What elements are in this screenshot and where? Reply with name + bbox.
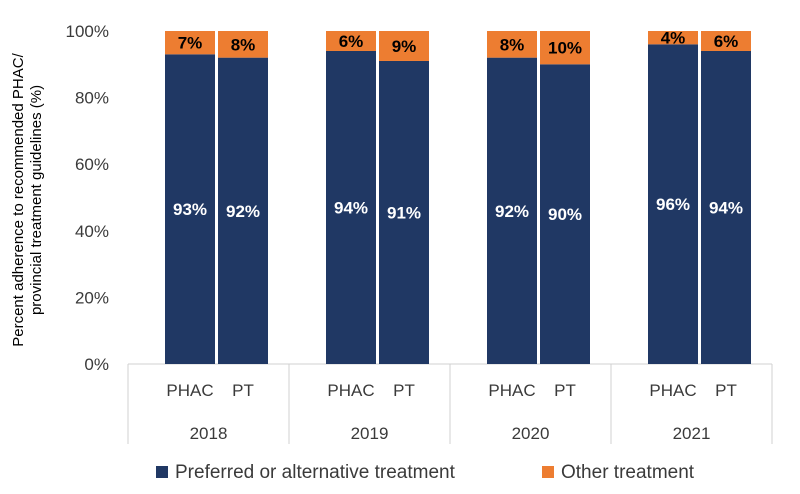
bar-data-label: 91% bbox=[387, 203, 421, 222]
y-tick-label: 20% bbox=[75, 288, 109, 307]
legend-label: Preferred or alternative treatment bbox=[175, 462, 456, 483]
y-tick-label: 0% bbox=[84, 355, 109, 374]
x-category-label: PHAC bbox=[327, 381, 374, 400]
bar-segment-other bbox=[540, 31, 590, 65]
bar-segment-other bbox=[379, 31, 429, 61]
legend-swatch bbox=[542, 466, 554, 478]
bar-data-label: 93% bbox=[173, 200, 207, 219]
bar-segment-preferred bbox=[701, 50, 751, 364]
y-axis-title: Percent adherence to recommended PHAC/pr… bbox=[10, 52, 45, 346]
x-category-label: PHAC bbox=[166, 381, 213, 400]
bar-segment-other bbox=[487, 31, 537, 58]
x-category-label: PHAC bbox=[649, 381, 696, 400]
y-tick-label: 40% bbox=[75, 222, 109, 241]
x-group-label: 2019 bbox=[351, 424, 389, 443]
x-group-label: 2021 bbox=[673, 424, 711, 443]
bar-data-label: 7% bbox=[178, 34, 203, 53]
legend-label: Other treatment bbox=[561, 462, 695, 483]
bar-data-label: 8% bbox=[500, 35, 525, 54]
bar-segment-preferred bbox=[165, 54, 215, 365]
bar-segment-other bbox=[648, 31, 698, 45]
bar-data-label: 96% bbox=[656, 195, 690, 214]
legend: Preferred or alternative treatment Other … bbox=[156, 462, 695, 483]
x-category-label: PT bbox=[232, 381, 254, 400]
bar-segment-preferred bbox=[326, 50, 376, 364]
x-axis-labels: PHAC PT 2018 PHAC PT 2019 PHAC PT 2020 PHAC PT 2021 bbox=[166, 381, 736, 443]
bar-data-label: 94% bbox=[709, 198, 743, 217]
bar-segment-other bbox=[218, 31, 268, 58]
bar-segment-preferred bbox=[648, 44, 698, 364]
y-axis-title-line: Percent adherence to recommended PHAC/ bbox=[10, 52, 27, 346]
y-axis-title-text: Percent adherence to recommended PHAC/pr… bbox=[10, 52, 45, 346]
bar-segment-other bbox=[701, 31, 751, 51]
bar-segment-preferred bbox=[540, 64, 590, 365]
y-tick-label: 80% bbox=[75, 89, 109, 108]
x-group-label: 2020 bbox=[512, 424, 550, 443]
legend-swatch bbox=[156, 466, 168, 478]
bar-data-label: 9% bbox=[392, 37, 417, 56]
x-category-label: PT bbox=[554, 381, 576, 400]
bar-data-label: 92% bbox=[495, 202, 529, 221]
y-axis-ticks: 0% 20% 40% 60% 80% 100% bbox=[66, 22, 109, 374]
x-category-label: PHAC bbox=[488, 381, 535, 400]
y-tick-label: 100% bbox=[66, 22, 109, 41]
x-group-label: 2018 bbox=[190, 424, 228, 443]
bar-data-label: 94% bbox=[334, 198, 368, 217]
bars: 93% 7% 92% 8% 94% 6% 91% 9% 92% 8% 90% 10% 96% 4% 94% 6… bbox=[165, 29, 751, 365]
y-tick-label: 60% bbox=[75, 155, 109, 174]
bar-segment-other bbox=[165, 31, 215, 55]
bar-data-label: 8% bbox=[231, 35, 256, 54]
bar-data-label: 6% bbox=[714, 32, 739, 51]
bar-segment-preferred bbox=[218, 57, 268, 364]
bar-data-label: 10% bbox=[548, 39, 582, 58]
x-category-label: PT bbox=[393, 381, 415, 400]
bar-data-label: 92% bbox=[226, 202, 260, 221]
bar-data-label: 6% bbox=[339, 32, 364, 51]
x-category-label: PT bbox=[715, 381, 737, 400]
bar-data-label: 4% bbox=[661, 29, 686, 48]
bar-segment-preferred bbox=[379, 60, 429, 364]
bar-data-label: 90% bbox=[548, 205, 582, 224]
y-axis-title-line: provincial treatment guidelines (%) bbox=[28, 85, 45, 315]
bar-segment-preferred bbox=[487, 57, 537, 364]
bar-segment-other bbox=[326, 31, 376, 51]
